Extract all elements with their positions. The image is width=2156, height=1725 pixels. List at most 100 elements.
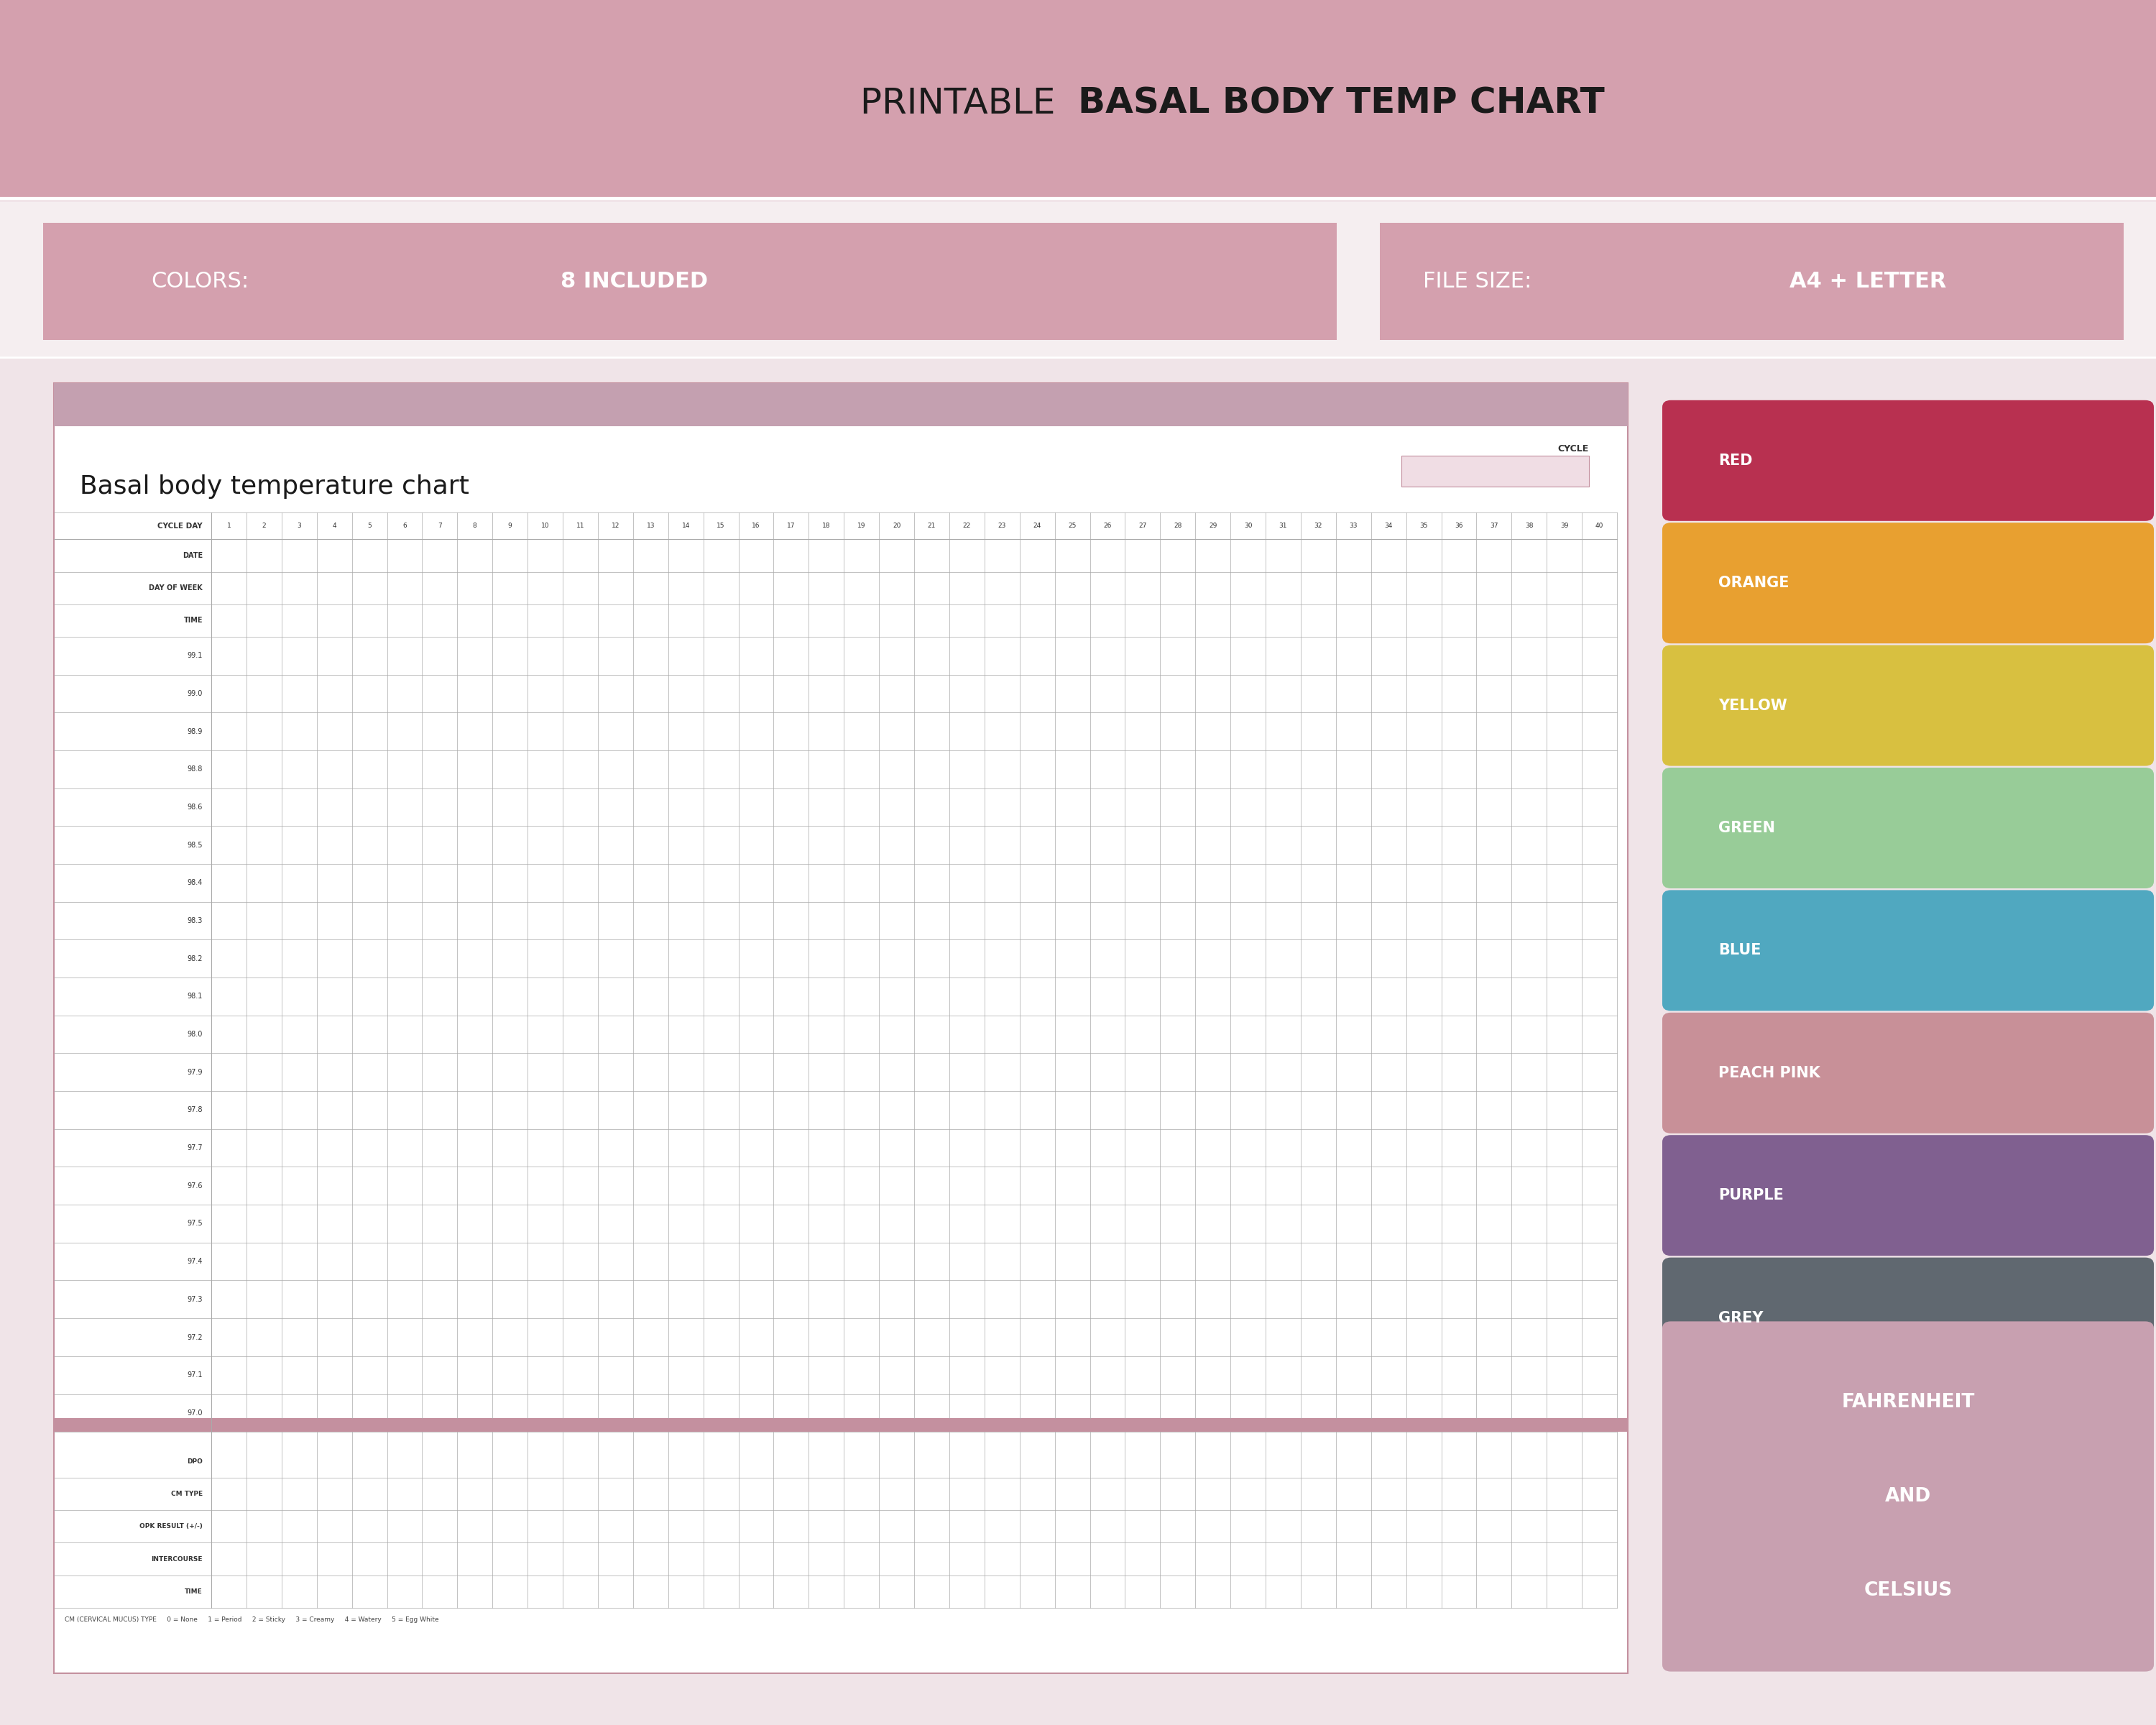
- Text: 97.1: 97.1: [188, 1371, 203, 1378]
- Text: 13: 13: [647, 523, 655, 530]
- FancyBboxPatch shape: [1662, 1321, 2154, 1672]
- Text: 8 INCLUDED: 8 INCLUDED: [561, 271, 707, 292]
- Text: 21: 21: [927, 523, 936, 530]
- FancyBboxPatch shape: [1380, 223, 2124, 340]
- Text: 97.0: 97.0: [188, 1409, 203, 1416]
- Text: 98.0: 98.0: [188, 1032, 203, 1038]
- Text: 34: 34: [1384, 523, 1393, 530]
- Text: 98.3: 98.3: [188, 918, 203, 925]
- Text: 97.6: 97.6: [188, 1182, 203, 1189]
- Text: 98.1: 98.1: [188, 994, 203, 1000]
- Text: 98.4: 98.4: [188, 880, 203, 887]
- Text: 16: 16: [752, 523, 761, 530]
- Text: A4 + LETTER: A4 + LETTER: [1789, 271, 1947, 292]
- Text: 19: 19: [858, 523, 865, 530]
- Text: 98.8: 98.8: [188, 766, 203, 773]
- FancyBboxPatch shape: [0, 0, 2156, 198]
- Text: 97.4: 97.4: [188, 1258, 203, 1264]
- Text: CYCLE DAY: CYCLE DAY: [157, 523, 203, 530]
- Text: 18: 18: [821, 523, 830, 530]
- Text: 97.9: 97.9: [188, 1068, 203, 1076]
- Text: 5: 5: [367, 523, 371, 530]
- Text: 7: 7: [438, 523, 442, 530]
- Text: FAHRENHEIT: FAHRENHEIT: [1841, 1392, 1975, 1411]
- Text: 20: 20: [893, 523, 901, 530]
- Text: DATE: DATE: [183, 552, 203, 559]
- Text: 29: 29: [1210, 523, 1216, 530]
- Text: 12: 12: [612, 523, 619, 530]
- Text: PURPLE: PURPLE: [1718, 1189, 1783, 1202]
- Text: CM TYPE: CM TYPE: [170, 1490, 203, 1497]
- Text: 97.2: 97.2: [188, 1333, 203, 1340]
- FancyBboxPatch shape: [43, 223, 1337, 340]
- Text: 98.9: 98.9: [188, 728, 203, 735]
- Text: TIME: TIME: [185, 1589, 203, 1594]
- FancyBboxPatch shape: [1662, 768, 2154, 888]
- Text: 98.2: 98.2: [188, 956, 203, 963]
- Text: ORANGE: ORANGE: [1718, 576, 1789, 590]
- Text: GREY: GREY: [1718, 1311, 1764, 1325]
- Text: 28: 28: [1173, 523, 1181, 530]
- Text: 38: 38: [1524, 523, 1533, 530]
- FancyBboxPatch shape: [1662, 1258, 2154, 1378]
- Text: CM (CERVICAL MUCUS) TYPE     0 = None     1 = Period     2 = Sticky     3 = Crea: CM (CERVICAL MUCUS) TYPE 0 = None 1 = Pe…: [65, 1616, 440, 1623]
- Text: AND: AND: [1884, 1487, 1932, 1506]
- Text: 99.1: 99.1: [188, 652, 203, 659]
- Text: 6: 6: [403, 523, 407, 530]
- FancyBboxPatch shape: [54, 1418, 1628, 1432]
- Text: 25: 25: [1067, 523, 1076, 530]
- Text: 3: 3: [298, 523, 302, 530]
- Text: PRINTABLE: PRINTABLE: [860, 86, 1078, 121]
- Text: 26: 26: [1104, 523, 1112, 530]
- FancyBboxPatch shape: [54, 383, 1628, 426]
- Text: 24: 24: [1033, 523, 1041, 530]
- Text: 2: 2: [263, 523, 265, 530]
- Text: BASAL BODY TEMP CHART: BASAL BODY TEMP CHART: [1078, 86, 1604, 121]
- Text: INTERCOURSE: INTERCOURSE: [151, 1556, 203, 1563]
- Text: RED: RED: [1718, 454, 1753, 467]
- Text: 11: 11: [576, 523, 584, 530]
- Text: 37: 37: [1490, 523, 1498, 530]
- Text: 23: 23: [998, 523, 1007, 530]
- FancyBboxPatch shape: [1662, 1135, 2154, 1256]
- Text: 14: 14: [681, 523, 690, 530]
- Text: 97.8: 97.8: [188, 1106, 203, 1114]
- Text: 98.5: 98.5: [188, 842, 203, 849]
- Text: 8: 8: [472, 523, 476, 530]
- Text: COLORS:: COLORS:: [151, 271, 248, 292]
- Text: 10: 10: [541, 523, 550, 530]
- Text: 33: 33: [1350, 523, 1358, 530]
- Text: 27: 27: [1138, 523, 1147, 530]
- Text: CELSIUS: CELSIUS: [1863, 1582, 1953, 1601]
- Text: CYCLE: CYCLE: [1559, 443, 1589, 454]
- Text: 15: 15: [716, 523, 724, 530]
- Text: 97.3: 97.3: [188, 1295, 203, 1302]
- FancyBboxPatch shape: [1662, 645, 2154, 766]
- Text: 1: 1: [226, 523, 231, 530]
- Text: OPK RESULT (+/-): OPK RESULT (+/-): [140, 1523, 203, 1530]
- Text: 32: 32: [1315, 523, 1322, 530]
- FancyBboxPatch shape: [1662, 523, 2154, 643]
- Text: 98.6: 98.6: [188, 804, 203, 811]
- FancyBboxPatch shape: [0, 202, 2156, 357]
- Text: 97.5: 97.5: [188, 1220, 203, 1226]
- FancyBboxPatch shape: [1662, 890, 2154, 1011]
- Text: 36: 36: [1455, 523, 1464, 530]
- Text: 97.7: 97.7: [188, 1144, 203, 1152]
- Text: 30: 30: [1244, 523, 1253, 530]
- FancyBboxPatch shape: [54, 383, 1628, 1673]
- Text: 4: 4: [332, 523, 336, 530]
- Text: Basal body temperature chart: Basal body temperature chart: [80, 474, 470, 499]
- Text: DAY OF WEEK: DAY OF WEEK: [149, 585, 203, 592]
- Text: 31: 31: [1279, 523, 1287, 530]
- Text: TIME: TIME: [183, 618, 203, 624]
- Text: 39: 39: [1561, 523, 1567, 530]
- Text: 22: 22: [964, 523, 970, 530]
- Text: 9: 9: [509, 523, 513, 530]
- Text: 40: 40: [1595, 523, 1604, 530]
- FancyBboxPatch shape: [1662, 400, 2154, 521]
- FancyBboxPatch shape: [1662, 1013, 2154, 1133]
- Text: YELLOW: YELLOW: [1718, 699, 1787, 712]
- Text: BLUE: BLUE: [1718, 944, 1761, 957]
- Text: 99.0: 99.0: [188, 690, 203, 697]
